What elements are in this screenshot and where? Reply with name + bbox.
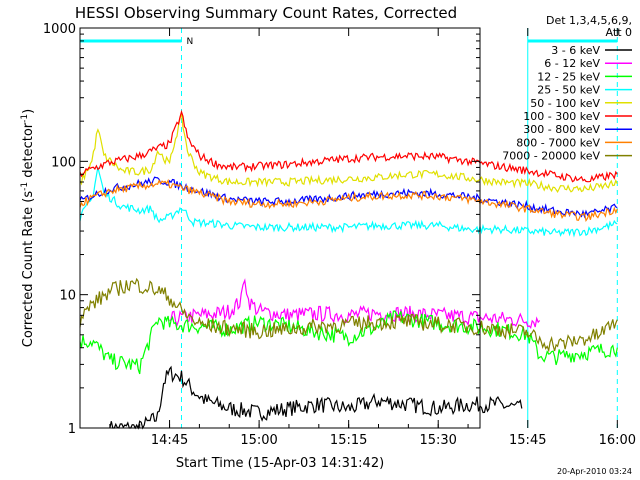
series-layer	[79, 109, 618, 430]
x-tick-label-4: 15:45	[509, 433, 546, 448]
series-line-3	[79, 167, 618, 238]
series-line-6	[79, 176, 618, 219]
x-tick-label-5: 16:00	[599, 433, 636, 448]
y-tick-label-1: 10	[59, 289, 76, 304]
series-line-0	[109, 365, 523, 430]
legend-label-1: 6 - 12 keV	[544, 57, 600, 70]
legend-label-7: 800 - 7000 keV	[516, 136, 600, 149]
x-tick-label-2: 15:15	[330, 433, 367, 448]
y-axis-label-part1: Corrected Count Rate (s	[21, 191, 36, 348]
x-axis-label: Start Time (15-Apr-03 14:31:42)	[176, 456, 384, 471]
y-axis-label-part3: )	[21, 109, 36, 114]
series-line-4	[79, 112, 618, 193]
legend-label-3: 25 - 50 keV	[537, 84, 600, 97]
legend-header-line2: Att 0	[606, 26, 632, 39]
footer-timestamp: 20-Apr-2010 03:24	[557, 467, 632, 476]
n-marker-label: N	[186, 37, 193, 47]
series-line-8	[79, 277, 618, 353]
legend-header-line1: Det 1,3,4,5,6,9,	[546, 14, 632, 27]
y-axis-label-sup2: -1	[20, 114, 30, 123]
legend-label-0: 3 - 6 keV	[551, 44, 600, 57]
legend-label-2: 12 - 25 keV	[537, 70, 600, 83]
y-axis-label-part2: detector	[21, 122, 36, 182]
y-tick-label-0: 1	[68, 422, 76, 437]
legend-label-8: 7000 - 20000 keV	[502, 150, 600, 163]
y-tick-label-2: 100	[51, 155, 76, 170]
legend-label-6: 300 - 800 keV	[523, 123, 600, 136]
x-tick-label-3: 15:30	[419, 433, 456, 448]
series-line-5	[79, 109, 618, 183]
legend-label-4: 50 - 100 keV	[530, 97, 600, 110]
legend-label-5: 100 - 300 keV	[523, 110, 600, 123]
chart-title: HESSI Observing Summary Count Rates, Cor…	[75, 4, 457, 22]
series-line-7	[79, 178, 618, 223]
series-line-1	[169, 278, 541, 330]
y-axis-label-sup1: -1	[20, 182, 30, 191]
axes-layer: 14:45 15:00 15:15 15:30 15:45 16:00 1 10 100 1000	[43, 22, 636, 448]
y-axis-label: Corrected Count Rate (s-1 detector-1)	[20, 109, 36, 347]
series-line-2	[79, 310, 618, 375]
y-tick-label-3: 1000	[43, 22, 76, 37]
plot-frame	[79, 27, 481, 429]
x-tick-label-0: 14:45	[151, 433, 188, 448]
x-tick-label-1: 15:00	[240, 433, 277, 448]
